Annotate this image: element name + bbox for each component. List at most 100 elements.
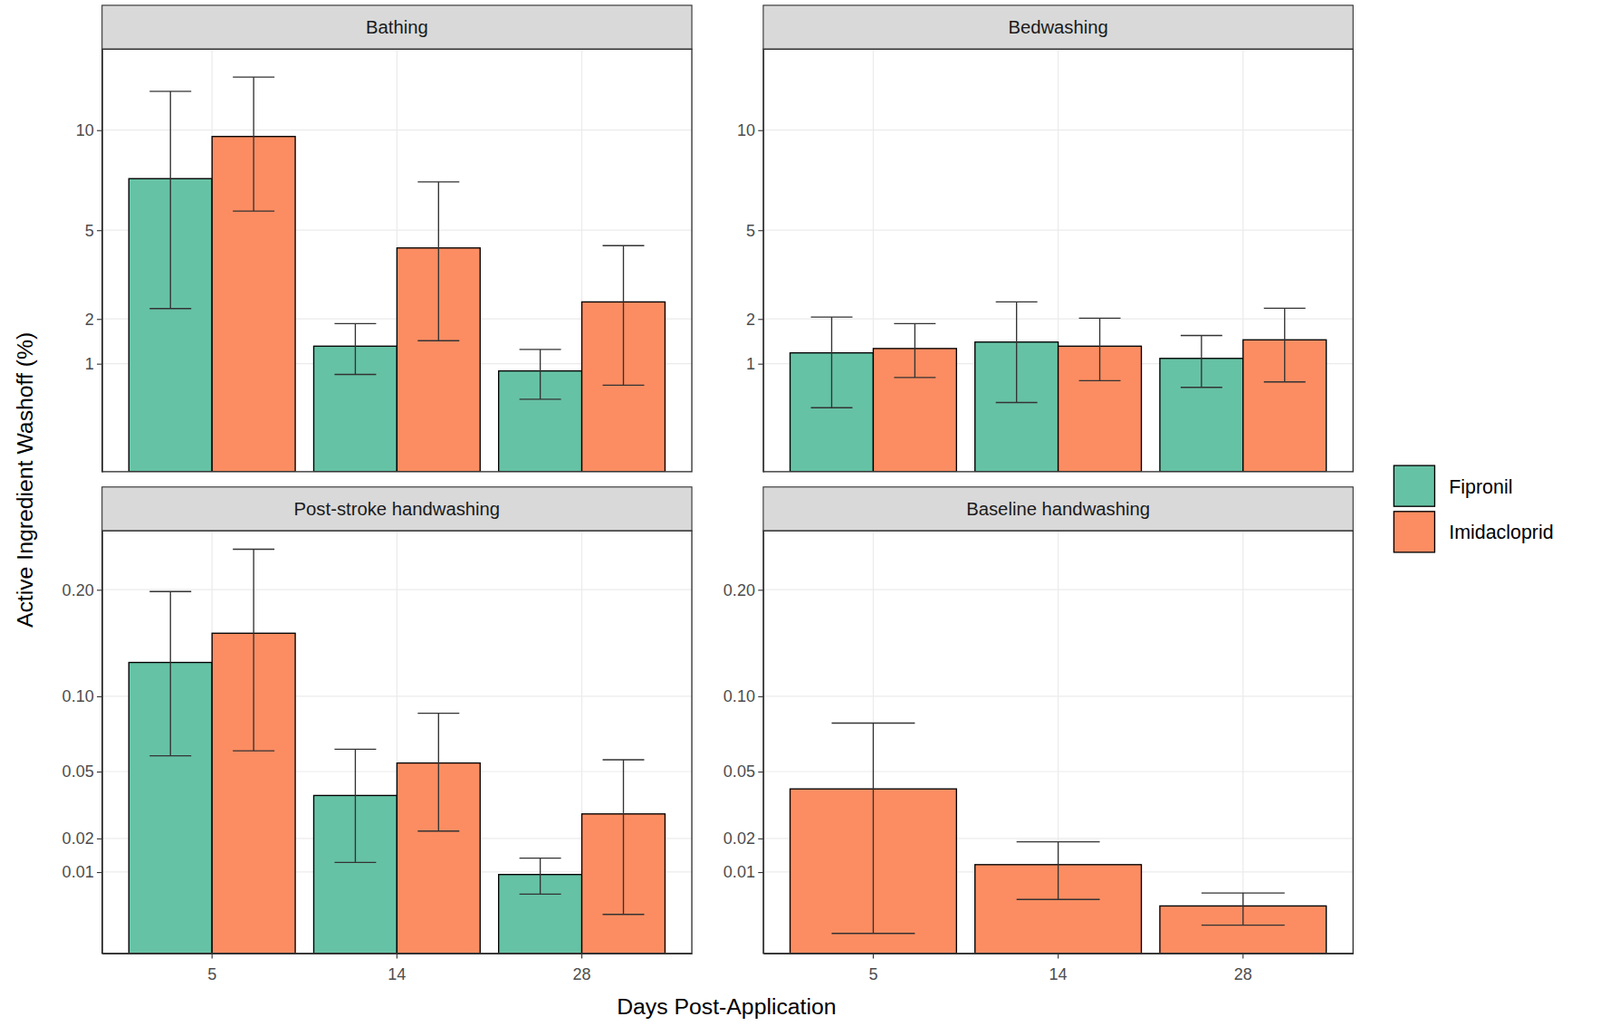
tick-mark <box>96 130 103 132</box>
chart-svg: Bathing12510Bedwashing12510Post-stroke h… <box>0 0 1600 1026</box>
tick-label: 1 <box>746 354 756 374</box>
tick: 2 <box>746 310 764 329</box>
axis-line <box>102 531 104 955</box>
y-axis: 0.01 0.02 0.05 0.10 0.20 <box>62 531 104 955</box>
tick: 14 <box>1049 953 1068 984</box>
tick-label: 0.05 <box>723 762 756 781</box>
tick: 5 <box>85 220 103 240</box>
tick-label: 1 <box>85 354 95 374</box>
tick-mark <box>96 589 103 591</box>
error-bar <box>1201 892 1285 925</box>
strip <box>763 487 1353 531</box>
axis-line <box>102 953 692 955</box>
error-bar <box>149 91 192 309</box>
strip <box>763 5 1353 49</box>
error-bar <box>149 591 192 756</box>
tick-mark <box>757 771 764 773</box>
x-axis-title: Days Post-Application <box>616 994 836 1019</box>
error-bar <box>893 323 936 378</box>
tick-label: 0.02 <box>723 829 756 848</box>
error-bar <box>1079 317 1121 381</box>
panel-frame <box>763 48 1353 472</box>
error-bar <box>603 245 645 385</box>
error-bar <box>1264 307 1306 382</box>
tick: 28 <box>1234 953 1253 984</box>
tick-mark <box>96 229 103 231</box>
tick-label: 10 <box>737 121 756 140</box>
tick-label: 0.01 <box>62 862 95 882</box>
tick: 0.10 <box>62 687 103 706</box>
error-bar <box>334 748 376 863</box>
tick-mark <box>757 364 764 365</box>
tick-mark <box>96 364 103 365</box>
tick-label: 5 <box>746 220 756 240</box>
error-bar <box>232 549 275 752</box>
grid <box>763 48 1353 472</box>
tick-label: 14 <box>387 965 406 984</box>
marks <box>128 549 665 954</box>
marks <box>128 76 665 472</box>
panel-title: Post-stroke handwashing <box>294 498 501 519</box>
tick-mark <box>757 589 764 591</box>
tick: 0.10 <box>723 687 764 706</box>
tick: 5 <box>868 953 878 984</box>
y-axis: 1 2 5 10 <box>737 49 765 473</box>
y-axis-title: Active Ingredient Washoff (%) <box>12 332 38 628</box>
tick-mark <box>757 318 764 320</box>
tick-mark <box>96 318 103 320</box>
grid <box>102 48 692 472</box>
error-bar <box>603 759 645 915</box>
tick-mark <box>396 953 398 959</box>
tick-label: 0.05 <box>62 762 95 781</box>
panel-frame <box>102 48 692 472</box>
strip <box>102 487 692 531</box>
legend-key <box>1393 465 1435 507</box>
tick-mark <box>581 953 583 959</box>
tick-mark <box>211 953 213 959</box>
tick: 1 <box>746 354 764 374</box>
tick-label: 2 <box>85 310 95 329</box>
error-bar <box>417 713 460 832</box>
panel-frame <box>763 530 1353 954</box>
tick-mark <box>757 871 764 873</box>
panel: Bedwashing12510 <box>737 5 1353 473</box>
x-axis: 51428 <box>102 953 692 984</box>
tick-label: 5 <box>868 965 878 984</box>
axis-line <box>763 49 765 473</box>
tick-label: 0.10 <box>723 687 756 706</box>
panel: Baseline handwashing0.010.020.050.100.20… <box>723 487 1354 984</box>
x-axis: 5 14 28 <box>763 953 1353 984</box>
grid <box>763 530 1353 954</box>
y-axis: 0.01 0.02 0.05 0.10 0.20 <box>723 531 765 955</box>
tick-label: 0.20 <box>723 581 756 600</box>
legend-label: Imidacloprid <box>1448 521 1553 544</box>
plot-background <box>102 530 692 954</box>
tick-mark <box>757 229 764 231</box>
strip <box>102 5 692 49</box>
panel-title: Bathing <box>365 17 429 38</box>
tick-label: 5 <box>85 220 95 240</box>
tick-mark <box>757 838 764 840</box>
tick-label: 14 <box>1049 965 1068 984</box>
tick: 28 <box>573 953 592 984</box>
tick-mark <box>872 953 874 959</box>
tick-label: 28 <box>573 965 592 984</box>
y-axis: 12510 <box>76 49 104 473</box>
tick: 0.02 <box>723 829 764 848</box>
error-bar <box>811 316 853 408</box>
tick: 10 <box>737 121 764 140</box>
tick-label: 0.20 <box>62 581 95 600</box>
tick: 0.05 <box>723 762 764 781</box>
tick-mark <box>96 871 103 873</box>
panel: Post-stroke handwashing0.010.020.050.100… <box>62 487 693 984</box>
axis-line <box>763 531 765 955</box>
grid <box>102 530 692 954</box>
tick-label: 28 <box>1234 965 1253 984</box>
error-bar <box>417 182 460 341</box>
marks <box>790 722 1327 953</box>
tick-label: 2 <box>746 310 756 329</box>
tick: 0.05 <box>62 762 103 781</box>
tick: 0.02 <box>62 829 103 848</box>
tick: 0.01 <box>723 862 764 882</box>
error-bar <box>1180 335 1223 387</box>
